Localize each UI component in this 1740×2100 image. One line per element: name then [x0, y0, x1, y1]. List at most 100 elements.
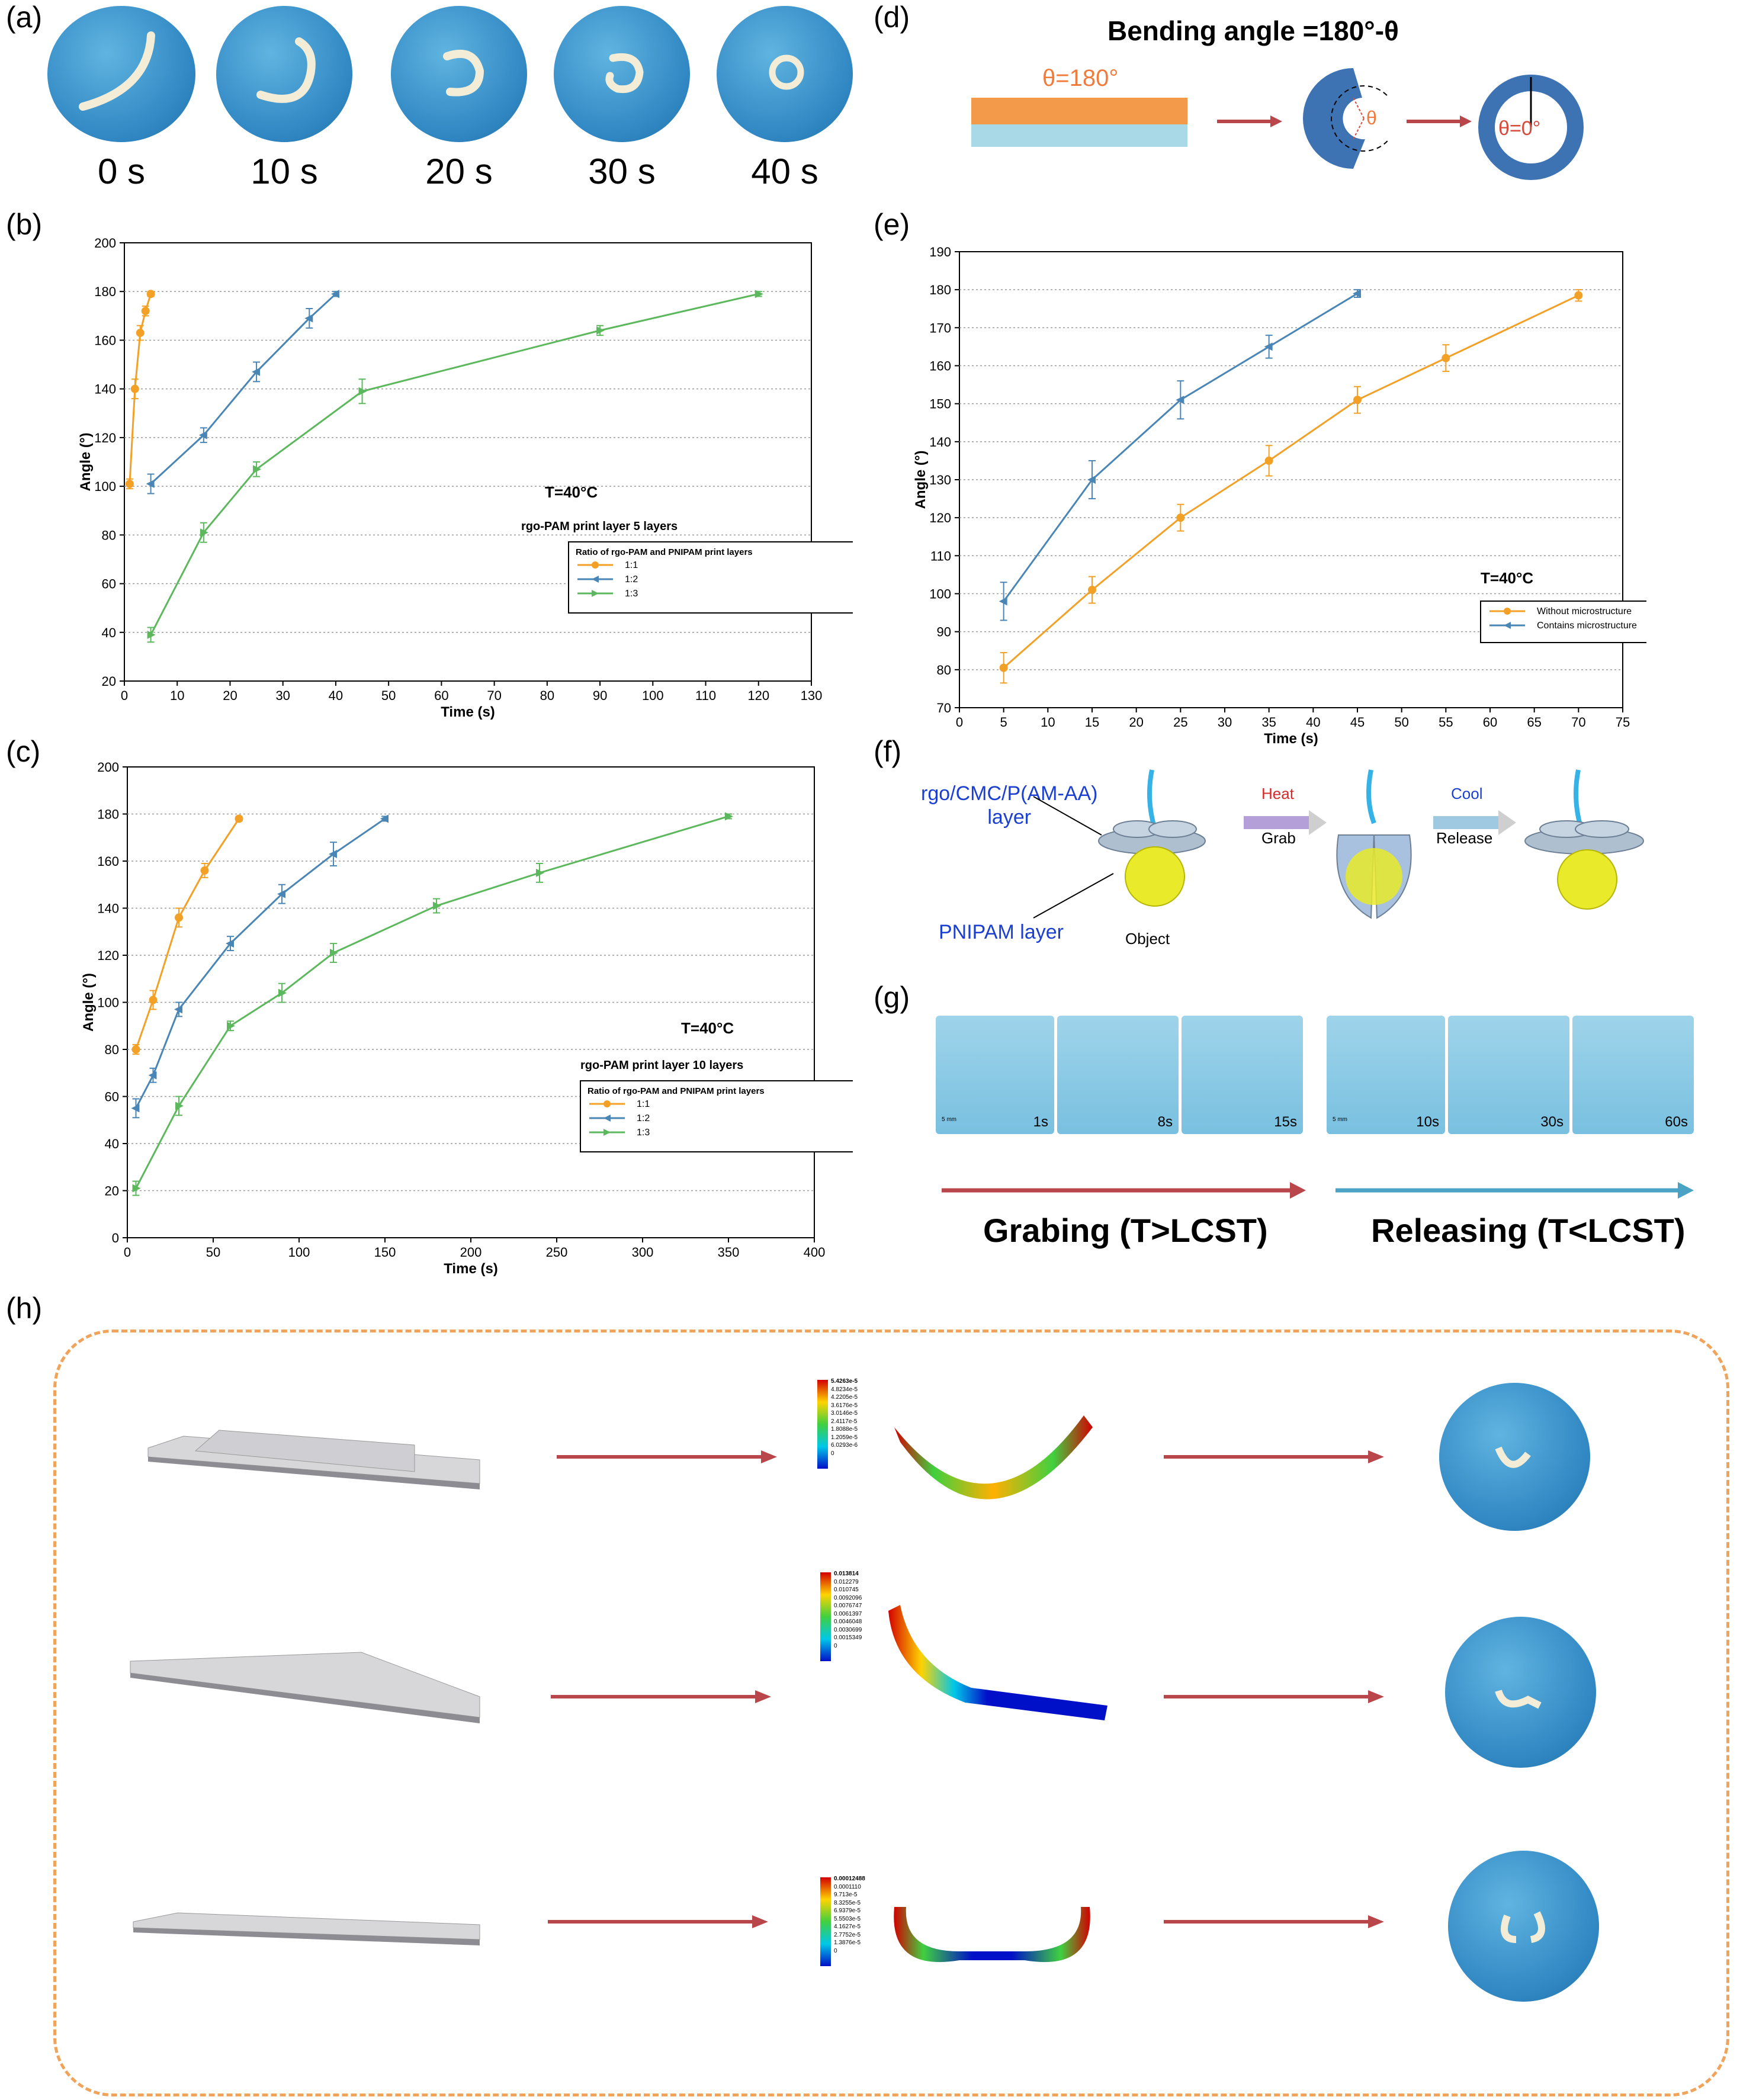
fem-legend-value: 0.013814: [834, 1571, 859, 1577]
fem-result-3: [894, 1907, 1090, 1963]
actuator-photo-20s: [391, 6, 527, 142]
data-point: [277, 890, 285, 898]
x-tick-label: 40: [329, 688, 343, 703]
panel-label-f: (f): [874, 735, 902, 768]
x-tick-label: 70: [1571, 715, 1585, 730]
arrow-d-1: [1217, 115, 1282, 127]
x-tick-label: 15: [1085, 715, 1099, 730]
x-tick-label: 350: [718, 1245, 740, 1260]
fem-legend-value: 0: [834, 1642, 837, 1649]
legend-marker: [1504, 608, 1511, 615]
y-tick-label: 180: [97, 807, 119, 822]
data-point: [1264, 456, 1273, 465]
actuator-photo-40s: [717, 6, 853, 142]
ring-layer-diagram: θ=0°: [1478, 75, 1584, 180]
legend-entry: Without microstructure: [1537, 606, 1632, 616]
grab-time-1: 1s: [1033, 1114, 1048, 1130]
x-tick-label: 70: [487, 688, 501, 703]
legend-box: [568, 541, 853, 614]
y-tick-label: 70: [937, 701, 951, 715]
x-tick-label: 35: [1261, 715, 1276, 730]
fem-legend-value: 1.2059e-5: [831, 1434, 858, 1441]
x-tick-label: 200: [460, 1245, 482, 1260]
bending-angle-title: Bending angle =180°-θ: [1107, 15, 1399, 46]
data-point: [433, 901, 441, 910]
grab-time-3: 15s: [1274, 1114, 1297, 1130]
release-photo-1: 5 mm 10s: [1327, 1016, 1445, 1134]
fem-legend-3: 0.00012488 0.0001110 9.713e-5 8.3255e-5 6.93…: [834, 1875, 865, 1955]
data-point: [1264, 342, 1273, 351]
time-label-1: 10 s: [251, 152, 318, 191]
release-time-2: 30s: [1540, 1114, 1564, 1130]
fem-legend-value: 0.0076747: [834, 1603, 862, 1609]
y-tick-label: 40: [102, 625, 116, 640]
legend-entry: 1:1: [625, 560, 638, 570]
scale-label-release: 5 mm: [1333, 1116, 1347, 1123]
x-tick-label: 0: [124, 1245, 131, 1260]
data-point: [146, 290, 155, 298]
data-point: [200, 528, 208, 537]
series-line-1:2: [135, 818, 386, 1109]
release-arrow: [1336, 1182, 1694, 1199]
print-layer-annotation: rgo-PAM print layer 5 layers: [521, 520, 678, 533]
legend-marker: [1504, 622, 1511, 629]
fem-colorbar-2: [820, 1572, 831, 1661]
arrow-h-1b: [1164, 1450, 1384, 1463]
releasing-caption: Releasing (T<LCST): [1371, 1212, 1686, 1249]
data-point: [330, 290, 339, 298]
x-tick-label: 100: [288, 1245, 310, 1260]
panel-label-e: (e): [874, 208, 910, 241]
x-tick-label: 10: [170, 688, 184, 703]
grab-label: Grab: [1261, 829, 1296, 847]
y-tick-label: 140: [94, 382, 116, 397]
fem-legend-value: 2.4117e-5: [831, 1418, 858, 1425]
fem-result-2: [888, 1605, 1107, 1720]
x-tick-label: 40: [1306, 715, 1320, 730]
x-tick-label: 60: [434, 688, 448, 703]
fem-legend-value: 8.3255e-5: [834, 1899, 861, 1906]
x-tick-label: 65: [1527, 715, 1541, 730]
scale-label-grab: 5 mm: [942, 1116, 956, 1123]
x-tick-label: 20: [1129, 715, 1143, 730]
data-point: [132, 1184, 141, 1193]
data-point: [755, 290, 763, 298]
fem-legend-value: 0.00012488: [834, 1876, 865, 1882]
plot-frame: [124, 242, 812, 682]
panel-label-g: (g): [874, 981, 910, 1014]
arrow-h-3a: [548, 1915, 768, 1928]
release-photo-2: 30s: [1448, 1016, 1569, 1134]
data-point: [226, 939, 234, 948]
theta-symbol: θ: [1366, 107, 1377, 129]
fem-legend-value: 0.0015349: [834, 1635, 862, 1641]
legend-entry: 1:1: [637, 1099, 650, 1109]
y-tick-label: 20: [105, 1184, 119, 1199]
y-tick-label: 120: [929, 510, 951, 525]
release-photo-3: 60s: [1572, 1016, 1694, 1134]
data-point: [1087, 476, 1096, 484]
y-tick-label: 180: [929, 282, 951, 297]
data-point: [136, 329, 145, 338]
theta-180-label: θ=180°: [1042, 65, 1119, 91]
data-point: [330, 949, 338, 958]
y-tick-label: 190: [929, 245, 951, 259]
x-tick-label: 25: [1173, 715, 1187, 730]
actuator-photo-10s: [216, 6, 352, 142]
y-tick-label: 160: [94, 333, 116, 348]
release-time-3: 60s: [1665, 1114, 1688, 1130]
x-tick-label: 100: [642, 688, 664, 703]
fem-legend-value: 0.0001110: [834, 1883, 861, 1890]
grab-arrow: [942, 1182, 1306, 1199]
fem-result-1: [894, 1415, 1093, 1499]
x-tick-label: 50: [206, 1245, 220, 1260]
data-point: [1574, 291, 1583, 300]
y-tick-label: 140: [97, 901, 119, 916]
gripper-sequence-drawing: [1033, 769, 1644, 919]
x-tick-label: 50: [381, 688, 396, 703]
fem-legend-value: 6.9379e-5: [834, 1908, 861, 1914]
y-tick-label: 80: [105, 1042, 119, 1057]
y-tick-label: 160: [97, 854, 119, 869]
fem-legend-value: 0.0092096: [834, 1594, 862, 1601]
y-tick-label: 0: [112, 1231, 119, 1245]
time-label-3: 30 s: [588, 152, 656, 191]
panel-label-a: (a): [6, 1, 43, 34]
